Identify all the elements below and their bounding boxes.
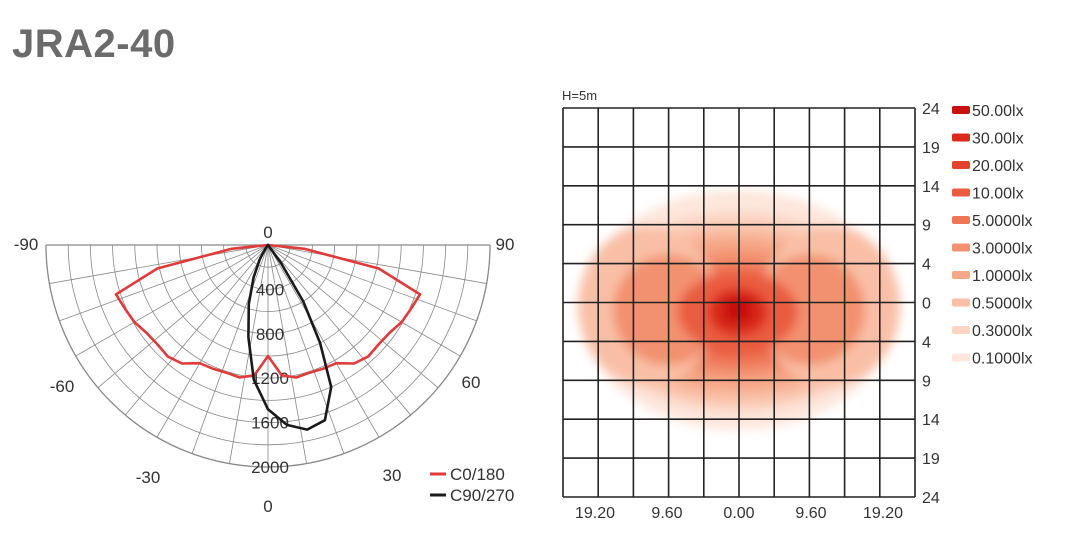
y-tick-label: 4	[922, 257, 931, 274]
isolux-contour	[648, 263, 828, 367]
isolux-contour	[708, 288, 768, 336]
isolux-contour	[608, 236, 868, 392]
isolux-contour	[724, 298, 752, 322]
isolux-contour	[672, 276, 804, 356]
polar-spoke	[75, 244, 269, 357]
isolux-contour	[580, 190, 896, 430]
polar-spoke	[267, 244, 461, 357]
series-curve-c90-270	[247, 243, 333, 431]
isolux-contour	[613, 255, 723, 365]
angle-label: 60	[462, 373, 481, 392]
page-title: JRA2-40	[12, 22, 176, 66]
y-tick-label: 9	[922, 373, 931, 390]
legend-swatch	[952, 188, 970, 197]
x-tick-label: 19.20	[575, 505, 615, 522]
polar-spoke	[191, 244, 269, 454]
isolux-contour	[626, 250, 850, 378]
polar-spoke	[267, 244, 477, 322]
polar-spoke	[229, 244, 269, 464]
legend-swatch	[952, 216, 970, 224]
x-tick-label: 9.60	[795, 505, 826, 522]
legend-label: 3.0000lx	[972, 241, 1033, 258]
legend-swatch	[952, 326, 970, 334]
x-tick-label: 19.20	[863, 505, 903, 522]
angle-label: 30	[383, 466, 402, 485]
isolux-contour	[696, 286, 780, 346]
y-tick-label: 9	[922, 218, 931, 235]
x-tick-label: 0.00	[723, 505, 754, 522]
legend-swatch	[952, 298, 970, 307]
legend-label: 30.00lx	[972, 131, 1024, 148]
isolux-contour	[755, 255, 865, 365]
legend-label: 20.00lx	[972, 158, 1024, 175]
legend-label: 1.0000lx	[972, 268, 1033, 285]
radial-tick-label: 400	[256, 280, 284, 299]
polar-spoke	[267, 244, 439, 389]
legend-label: 0.5000lx	[972, 296, 1033, 313]
angle-label: 90	[496, 235, 515, 254]
isolux-contour	[588, 212, 888, 412]
isolux-contour	[760, 226, 900, 386]
angle-label: 0	[263, 223, 272, 242]
isolux-contour	[714, 296, 762, 336]
y-tick-label: 24	[922, 101, 940, 118]
y-tick-label: 19	[922, 451, 940, 468]
angle-label: -30	[136, 468, 161, 487]
legend-label: C0/180	[450, 465, 505, 484]
legend-swatch	[952, 271, 970, 279]
y-tick-label: 19	[922, 140, 940, 157]
isolux-contour	[578, 226, 718, 386]
legend-swatch	[952, 353, 970, 362]
legend-label: 5.0000lx	[972, 213, 1033, 230]
y-tick-label: 0	[922, 296, 931, 313]
polar-spoke	[156, 244, 269, 438]
chart-title: H=5m	[562, 88, 597, 103]
legend-swatch	[952, 161, 970, 169]
y-tick-label: 14	[922, 179, 940, 196]
legend-label: C90/270	[450, 486, 514, 505]
legend-label: 50.00lx	[972, 103, 1024, 120]
y-tick-label: 4	[922, 334, 931, 351]
polar-spoke	[267, 244, 412, 416]
isolux-contour	[722, 300, 754, 328]
series-curve-c0-180	[114, 243, 422, 379]
polar-spoke	[124, 244, 269, 416]
polar-spoke	[267, 244, 345, 454]
polar-spoke	[267, 244, 487, 284]
legend-label: 0.1000lx	[972, 351, 1033, 368]
polar-spoke	[97, 244, 269, 389]
angle-label: 0	[263, 497, 272, 516]
isolux-contour	[678, 272, 798, 352]
radial-tick-label: 2000	[251, 458, 289, 477]
isolux-contour	[596, 224, 880, 404]
y-tick-label: 24	[922, 490, 940, 507]
legend-label: 10.00lx	[972, 186, 1024, 203]
legend-swatch	[952, 243, 970, 252]
legend-label: 0.3000lx	[972, 323, 1033, 340]
radial-tick-label: 800	[256, 325, 284, 344]
angle-label: -60	[50, 377, 75, 396]
legend-swatch	[952, 106, 970, 114]
angle-label: -90	[14, 235, 39, 254]
polar-spoke	[267, 244, 380, 438]
polar-spoke	[59, 244, 269, 322]
legend-swatch	[952, 133, 970, 142]
polar-spoke	[49, 244, 269, 284]
isolux-field	[578, 190, 900, 430]
y-tick-label: 14	[922, 412, 940, 429]
x-tick-label: 9.60	[651, 505, 682, 522]
